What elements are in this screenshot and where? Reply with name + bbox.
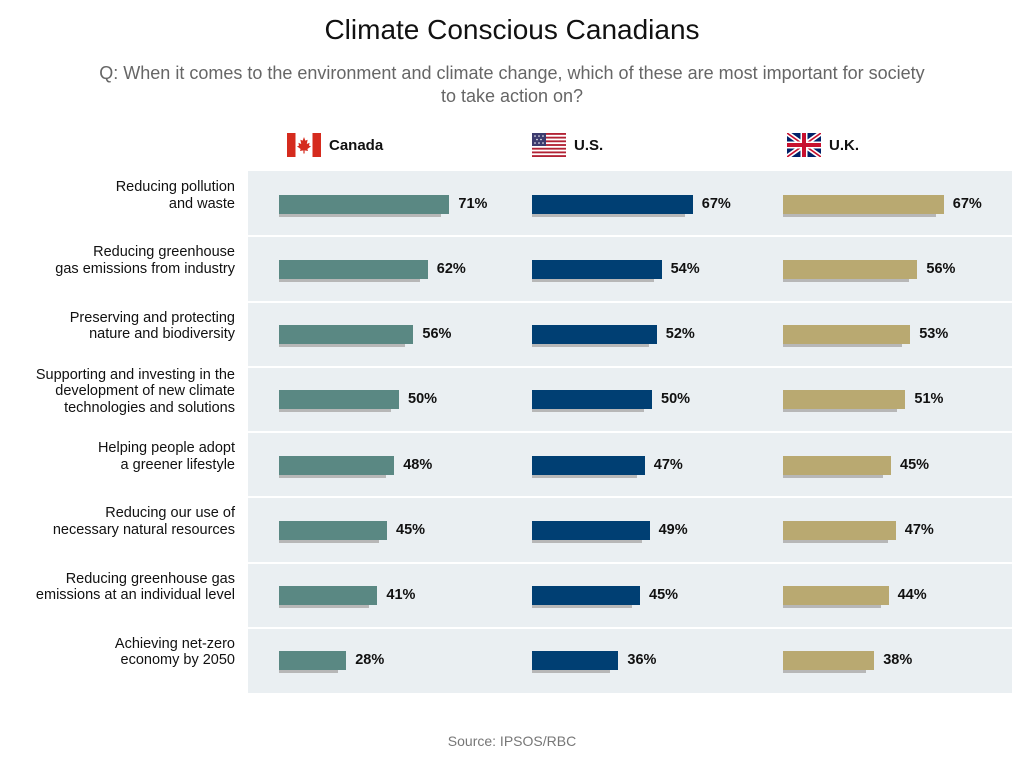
- data-label: 56%: [926, 260, 956, 277]
- data-label: 47%: [653, 456, 683, 473]
- row-divider: [248, 300, 1012, 303]
- data-label: 38%: [883, 652, 913, 669]
- data-label: 62%: [436, 260, 466, 277]
- data-label: 45%: [649, 587, 679, 604]
- data-label: 67%: [952, 195, 982, 212]
- row-divider: [248, 431, 1012, 433]
- bar-canada-3: [279, 325, 414, 345]
- data-label: 52%: [665, 326, 695, 343]
- legend-label: U.S.: [574, 136, 604, 154]
- category-label: Reducing greenhouse gas emissions from i…: [55, 244, 235, 277]
- data-label: 45%: [396, 521, 426, 538]
- legend-label: U.K.: [829, 136, 859, 154]
- canada-flag-icon: [287, 133, 329, 157]
- bar-uk-8: [783, 651, 875, 671]
- data-label: 49%: [658, 521, 688, 538]
- bar-us-8: [532, 651, 619, 671]
- bar-uk-6: [783, 520, 896, 540]
- category-label: Achieving net-zero economy by 2050: [114, 635, 235, 669]
- bar-canada-6: [279, 520, 387, 540]
- bar-canada-2: [279, 259, 428, 279]
- bar-us-3: [532, 325, 657, 345]
- data-label: 53%: [919, 326, 949, 343]
- bar-uk-4: [783, 390, 906, 410]
- data-label: 41%: [386, 587, 416, 604]
- legend-entry-canada: Canada: [287, 132, 383, 158]
- data-label: 67%: [701, 195, 731, 212]
- chart-title: Climate Conscious Canadians: [324, 14, 700, 45]
- row-divider: [248, 561, 1012, 564]
- bar-us-4: [532, 390, 652, 410]
- bar-uk-2: [783, 259, 918, 279]
- bar-us-2: [532, 259, 662, 279]
- legend-entry-uk: U.K.: [787, 132, 859, 158]
- bar-us-7: [532, 586, 640, 606]
- bar-canada-8: [279, 651, 347, 671]
- data-label: 45%: [900, 456, 930, 473]
- bar-uk-5: [783, 455, 891, 475]
- row-divider: [248, 626, 1012, 629]
- data-label: 56%: [422, 326, 452, 343]
- legend-entry-us: U.S.: [532, 132, 603, 158]
- category-label: Helping people adopt a greener lifestyle: [97, 440, 235, 473]
- data-label: 54%: [670, 260, 700, 277]
- category-label: Supporting and investing in the developm…: [35, 366, 235, 416]
- category-label: Reducing our use of necessary natural re…: [52, 505, 235, 538]
- bar-uk-7: [783, 586, 889, 606]
- bar-us-1: [532, 194, 693, 214]
- data-label: 36%: [627, 652, 657, 669]
- data-label: 44%: [897, 587, 927, 604]
- data-label: 47%: [904, 521, 934, 538]
- row-divider: [248, 365, 1012, 368]
- us-flag-icon: [532, 133, 574, 157]
- data-label: 48%: [403, 456, 433, 473]
- data-label: 50%: [661, 391, 691, 408]
- category-label: Reducing pollution and waste: [115, 179, 235, 212]
- bar-canada-4: [279, 390, 399, 410]
- source-note: Source: IPSOS/RBC: [447, 733, 577, 749]
- data-label: 71%: [458, 195, 488, 212]
- bar-canada-7: [279, 586, 378, 606]
- data-label: 51%: [914, 391, 944, 408]
- bar-uk-3: [783, 325, 911, 345]
- bar-canada-5: [279, 455, 395, 475]
- data-label: 28%: [355, 652, 385, 669]
- uk-flag-icon: [787, 133, 829, 157]
- bar-canada-1: [279, 194, 450, 214]
- bar-us-6: [532, 520, 650, 540]
- row-divider: [248, 496, 1012, 499]
- data-label: 50%: [408, 391, 438, 408]
- bar-us-5: [532, 455, 645, 475]
- chart-subtitle: Q: When it comes to the environment and …: [99, 63, 925, 106]
- bar-uk-1: [783, 194, 944, 214]
- category-label: Reducing greenhouse gas emissions at an …: [35, 570, 235, 604]
- category-label: Preserving and protecting nature and bio…: [69, 309, 235, 343]
- row-divider: [248, 235, 1012, 238]
- legend-label: Canada: [329, 136, 384, 154]
